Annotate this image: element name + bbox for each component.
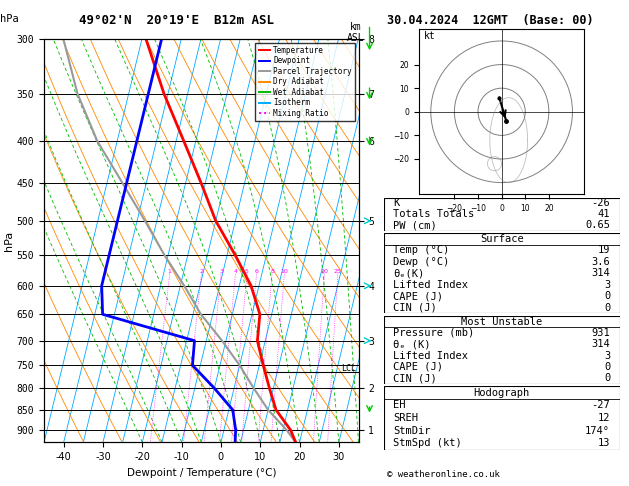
Text: 10: 10 [281, 269, 288, 274]
Text: 0: 0 [604, 303, 610, 313]
Text: 19: 19 [598, 245, 610, 256]
Text: CIN (J): CIN (J) [393, 303, 437, 313]
Text: PW (cm): PW (cm) [393, 220, 437, 230]
Text: Temp (°C): Temp (°C) [393, 245, 449, 256]
Legend: Temperature, Dewpoint, Parcel Trajectory, Dry Adiabat, Wet Adiabat, Isotherm, Mi: Temperature, Dewpoint, Parcel Trajectory… [255, 43, 355, 121]
Text: 12: 12 [598, 413, 610, 423]
Text: Hodograph: Hodograph [474, 388, 530, 398]
Text: -26: -26 [591, 198, 610, 208]
Text: 0: 0 [604, 373, 610, 383]
Text: Pressure (mb): Pressure (mb) [393, 328, 474, 338]
Text: Lifted Index: Lifted Index [393, 280, 468, 290]
Text: CAPE (J): CAPE (J) [393, 291, 443, 301]
Text: 25: 25 [334, 269, 342, 274]
Text: hPa: hPa [0, 14, 19, 24]
Text: StmSpd (kt): StmSpd (kt) [393, 438, 462, 448]
Text: 41: 41 [598, 209, 610, 219]
Text: 0: 0 [604, 362, 610, 372]
Text: Totals Totals: Totals Totals [393, 209, 474, 219]
Text: LCL: LCL [342, 364, 357, 373]
Text: 314: 314 [591, 339, 610, 349]
Text: 3: 3 [604, 280, 610, 290]
Text: 3: 3 [604, 350, 610, 361]
Text: 49°02'N  20°19'E  B12m ASL: 49°02'N 20°19'E B12m ASL [79, 14, 274, 27]
Text: 174°: 174° [585, 426, 610, 435]
Text: θₑ(K): θₑ(K) [393, 268, 425, 278]
Text: Most Unstable: Most Unstable [461, 316, 542, 327]
Text: 4: 4 [233, 269, 238, 274]
Text: CIN (J): CIN (J) [393, 373, 437, 383]
Text: 3.6: 3.6 [591, 257, 610, 267]
Text: km
ASL: km ASL [347, 22, 364, 43]
Text: 931: 931 [591, 328, 610, 338]
Text: 6: 6 [255, 269, 259, 274]
Text: 3: 3 [219, 269, 223, 274]
Text: CAPE (J): CAPE (J) [393, 362, 443, 372]
Text: Lifted Index: Lifted Index [393, 350, 468, 361]
Text: θₑ (K): θₑ (K) [393, 339, 431, 349]
X-axis label: Dewpoint / Temperature (°C): Dewpoint / Temperature (°C) [126, 468, 276, 478]
Text: 2: 2 [199, 269, 203, 274]
Text: 314: 314 [591, 268, 610, 278]
Text: Dewp (°C): Dewp (°C) [393, 257, 449, 267]
Text: 30.04.2024  12GMT  (Base: 00): 30.04.2024 12GMT (Base: 00) [387, 14, 593, 27]
Text: Surface: Surface [480, 234, 523, 244]
Text: 5: 5 [245, 269, 249, 274]
Text: 13: 13 [598, 438, 610, 448]
Text: K: K [393, 198, 399, 208]
Y-axis label: hPa: hPa [4, 230, 14, 251]
Text: © weatheronline.co.uk: © weatheronline.co.uk [387, 469, 499, 479]
Text: EH: EH [393, 400, 406, 410]
Text: 20: 20 [321, 269, 328, 274]
Text: kt: kt [424, 31, 435, 41]
Text: StmDir: StmDir [393, 426, 431, 435]
Text: 1: 1 [168, 269, 172, 274]
Text: -27: -27 [591, 400, 610, 410]
Text: 0: 0 [604, 291, 610, 301]
Text: SREH: SREH [393, 413, 418, 423]
Text: 8: 8 [270, 269, 274, 274]
Text: 0.65: 0.65 [585, 220, 610, 230]
